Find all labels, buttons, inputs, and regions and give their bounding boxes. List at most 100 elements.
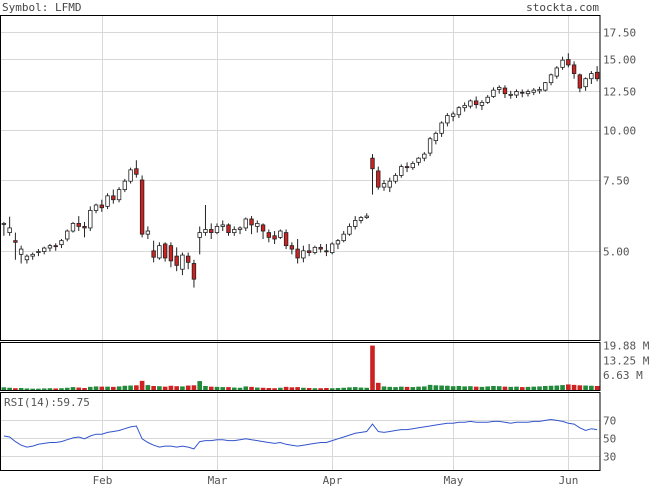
candle	[577, 73, 583, 93]
candle	[13, 232, 18, 260]
candle-body	[433, 132, 439, 142]
candle-body	[243, 218, 248, 229]
volume-bar	[7, 387, 12, 390]
candle	[237, 226, 243, 235]
volume-bar	[341, 387, 347, 390]
candle-body	[47, 245, 53, 249]
candle	[295, 239, 300, 264]
candle	[24, 254, 30, 264]
volume-bar	[306, 387, 312, 390]
volume-bar	[422, 386, 427, 390]
candle-body	[122, 180, 128, 190]
candle	[399, 164, 404, 178]
volume-bar	[18, 387, 24, 390]
candle	[312, 245, 318, 255]
panel-frame	[0, 392, 601, 471]
volume-bar	[76, 387, 82, 390]
candle	[410, 161, 415, 170]
rsi-panel: RSI(14): 59.75	[3, 396, 598, 450]
candle	[358, 216, 364, 224]
candle	[151, 240, 156, 263]
candle	[571, 61, 577, 79]
candle-body	[70, 223, 76, 232]
volume-bar	[548, 385, 554, 390]
candle	[427, 136, 433, 157]
volume-bar	[554, 385, 560, 390]
volume-tick-label: 6.63 M	[603, 369, 643, 382]
candle	[289, 242, 295, 255]
volume-bar	[491, 385, 496, 390]
axis-labels: Feb Mar Apr May Jun 17.50 15.00 12.50 10.00 7.50 5…	[93, 27, 650, 486]
candle	[404, 162, 410, 173]
volume-bar	[577, 385, 583, 390]
candle-body	[531, 89, 536, 93]
panel-frame	[0, 15, 601, 341]
candle-body	[554, 67, 559, 77]
panel-frame	[0, 342, 601, 391]
candle-body	[514, 91, 519, 96]
price-tick-label: 5.00	[603, 246, 630, 259]
volume-bar	[59, 388, 64, 390]
candle-body	[295, 248, 300, 259]
candle	[364, 213, 369, 219]
volume-bar	[254, 387, 260, 390]
candle	[232, 226, 237, 236]
candle-body	[301, 250, 306, 259]
candle	[583, 77, 588, 91]
volume-bar	[243, 386, 249, 390]
volume-bar	[594, 385, 600, 390]
candle-body	[560, 59, 565, 68]
candle	[116, 187, 122, 203]
volume-bar	[508, 386, 514, 390]
candle	[157, 242, 162, 260]
candle	[255, 220, 260, 233]
price-tick-label: 10.00	[603, 125, 636, 138]
candle	[93, 203, 99, 214]
candle-body	[220, 224, 225, 227]
volume-bar	[479, 386, 485, 390]
candle	[36, 249, 41, 257]
volume-bar	[122, 385, 128, 390]
candle-body	[145, 230, 151, 235]
candle	[376, 166, 381, 190]
candle	[272, 231, 277, 244]
candle-body	[456, 107, 462, 116]
volume-bar	[519, 387, 525, 390]
candle-body	[525, 91, 531, 95]
volume-bar	[364, 387, 370, 390]
volume-bar	[197, 381, 203, 390]
candle-body	[341, 233, 346, 242]
candle	[531, 88, 536, 96]
volume-bar	[47, 388, 53, 390]
candle	[220, 220, 225, 232]
candle-body	[174, 255, 179, 266]
rsi-value: 59.75	[57, 396, 90, 409]
candle	[82, 221, 87, 238]
candle-body	[180, 254, 185, 270]
candle	[456, 106, 462, 118]
candle	[203, 205, 208, 236]
volume-bar	[370, 345, 375, 390]
volume-bar	[41, 388, 47, 390]
candle	[139, 175, 145, 238]
candle	[278, 229, 283, 240]
candle-body	[24, 255, 30, 261]
candle	[168, 242, 174, 268]
candle-body	[439, 122, 444, 134]
candle	[249, 216, 254, 235]
watermark-label: stockta.com	[526, 1, 599, 14]
candle-body	[410, 162, 415, 169]
candle-body	[335, 240, 341, 245]
price-tick-label: 15.00	[603, 54, 636, 67]
candle	[433, 131, 439, 145]
volume-bar	[30, 388, 35, 390]
volume-bar	[502, 386, 508, 390]
candle-body	[347, 226, 352, 235]
candle-body	[445, 115, 450, 124]
candle	[1, 221, 7, 236]
volume-bar	[335, 387, 341, 390]
candle-body	[13, 240, 18, 243]
candle	[197, 226, 202, 255]
candle-body	[226, 224, 231, 233]
candle	[162, 242, 168, 262]
